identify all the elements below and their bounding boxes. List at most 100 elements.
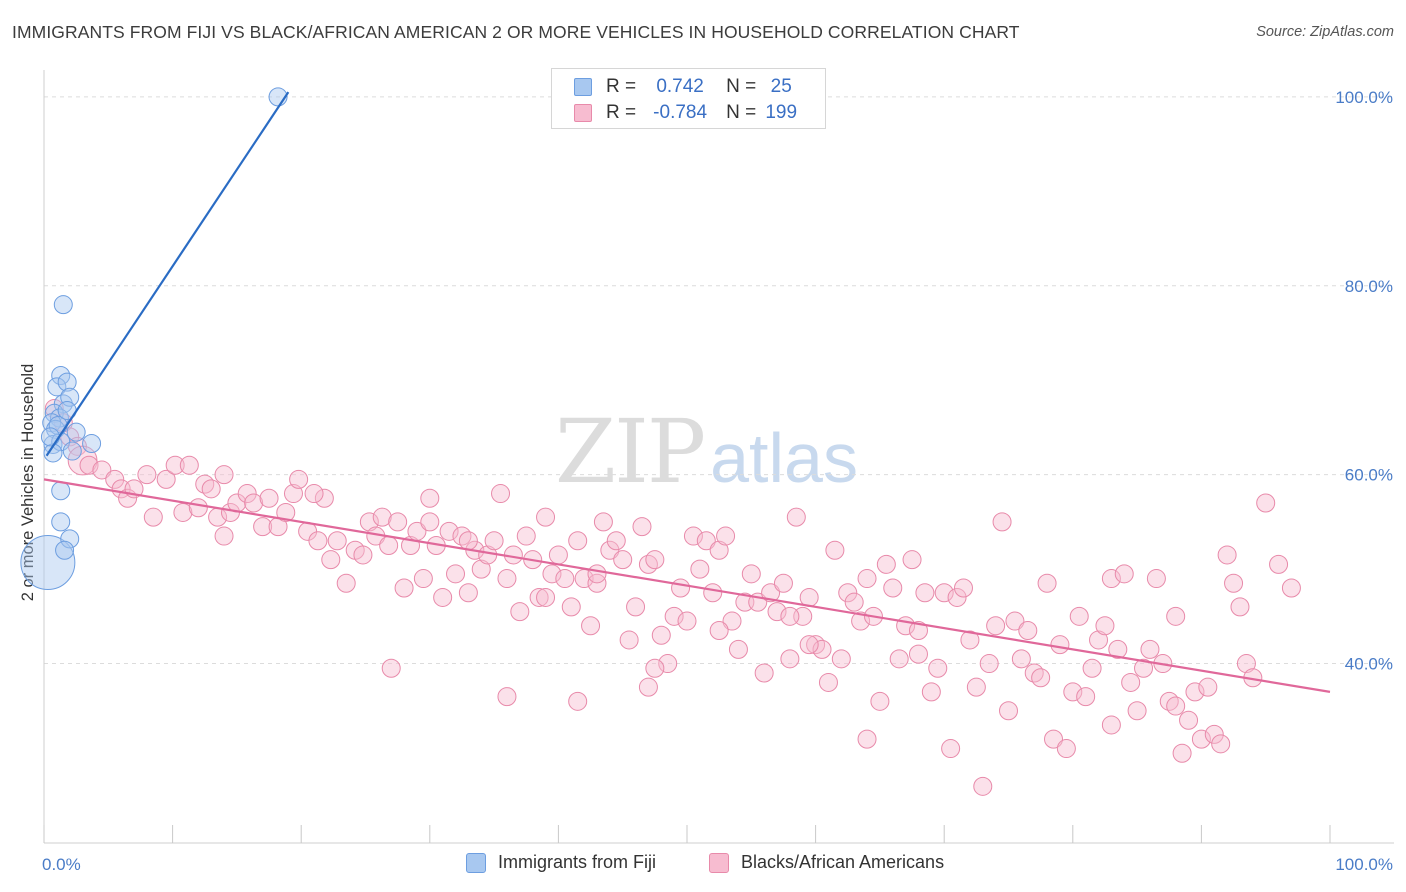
black-point	[812, 639, 832, 659]
black-point	[973, 776, 993, 796]
black-point	[870, 691, 890, 711]
black-point	[1101, 569, 1121, 589]
black-point	[728, 639, 748, 659]
black-point	[314, 488, 334, 508]
black-point	[439, 521, 459, 541]
legend-row-black: R = -0.784 N = 199	[574, 101, 806, 125]
black-point	[491, 484, 511, 504]
black-point	[857, 569, 877, 589]
black-point	[458, 531, 478, 551]
black-point	[1224, 573, 1244, 593]
fiji-point	[40, 427, 60, 447]
legend-r-value: 0.742	[656, 76, 704, 97]
black-point	[908, 621, 928, 640]
black-point	[561, 597, 581, 617]
black-point	[1140, 639, 1160, 659]
black-point	[979, 654, 999, 674]
black-point	[372, 507, 392, 527]
black-point	[1217, 545, 1237, 565]
x-tick-label: 0.0%	[42, 855, 81, 874]
black-point	[536, 507, 556, 527]
black-point	[986, 616, 1006, 636]
black-point	[510, 602, 530, 622]
black-point	[336, 573, 356, 593]
black-point	[156, 469, 176, 489]
black-point	[327, 531, 347, 551]
black-point	[379, 536, 399, 555]
black-point	[420, 488, 440, 508]
fiji-trend-line	[45, 91, 290, 457]
black-point	[165, 455, 185, 475]
black-point	[773, 573, 793, 593]
black-point	[1281, 578, 1301, 598]
fiji-point	[20, 535, 76, 590]
black-point	[664, 606, 684, 626]
black-point	[105, 469, 125, 489]
black-point	[1185, 682, 1205, 702]
bottom-legend-label-black: Blacks/African Americans	[741, 852, 945, 872]
black-point	[966, 677, 986, 697]
black-point	[1230, 597, 1250, 617]
black-point	[651, 625, 671, 645]
black-point	[953, 578, 973, 598]
black-point	[831, 649, 851, 669]
black-point	[1089, 630, 1109, 650]
legend-r-value: -0.784	[653, 102, 708, 123]
black-point	[658, 654, 678, 674]
correlation-legend: R = 0.742 N = 25 R = -0.784 N = 199	[551, 68, 826, 129]
fiji-point	[82, 434, 102, 453]
black-point	[1069, 606, 1089, 626]
black-point	[201, 479, 221, 499]
black-point	[529, 587, 549, 607]
black-point	[761, 583, 781, 603]
black-point	[941, 739, 961, 759]
black-point	[838, 583, 858, 603]
black-point	[619, 630, 639, 650]
black-point	[1005, 611, 1025, 631]
black-point	[568, 691, 588, 711]
black-point	[754, 663, 774, 683]
fiji-point	[55, 540, 75, 560]
black-point	[92, 460, 112, 480]
black-point	[947, 587, 967, 607]
black-point	[321, 550, 341, 570]
black-point	[600, 540, 620, 560]
black-point	[992, 512, 1012, 532]
black-point	[851, 611, 871, 631]
black-point	[420, 512, 440, 532]
black-point	[1256, 493, 1276, 513]
black-point	[703, 583, 723, 603]
black-point	[1082, 658, 1102, 678]
black-point	[179, 455, 199, 475]
black-point	[780, 649, 800, 669]
black-point	[671, 578, 691, 598]
black-point	[304, 484, 324, 504]
black-point	[1114, 564, 1134, 584]
black-point	[1166, 606, 1186, 626]
black-point	[1063, 682, 1083, 702]
y-axis-title: 2 or more Vehicles in Household	[19, 364, 37, 602]
black-point	[381, 658, 401, 678]
bottom-legend-fiji: Immigrants from Fiji	[466, 852, 656, 873]
black-point	[446, 564, 466, 584]
legend-n-label: N =	[726, 102, 757, 123]
black-point	[413, 569, 433, 589]
black-point	[497, 687, 517, 707]
x-tick-label: 100.0%	[1335, 855, 1393, 874]
black-point	[568, 531, 588, 551]
fiji-point	[51, 481, 71, 501]
black-point	[645, 658, 665, 678]
bottom-legend-label-fiji: Immigrants from Fiji	[498, 852, 657, 872]
black-point	[908, 644, 928, 664]
fiji-point	[43, 443, 63, 463]
black-point	[1134, 658, 1154, 678]
black-point	[253, 517, 273, 537]
black-point	[1037, 573, 1057, 593]
black-point	[613, 550, 633, 570]
fiji-point	[53, 295, 73, 315]
bottom-legend-black: Blacks/African Americans	[709, 852, 944, 873]
black-point	[555, 569, 575, 589]
black-point	[581, 616, 601, 636]
black-point	[137, 465, 157, 485]
